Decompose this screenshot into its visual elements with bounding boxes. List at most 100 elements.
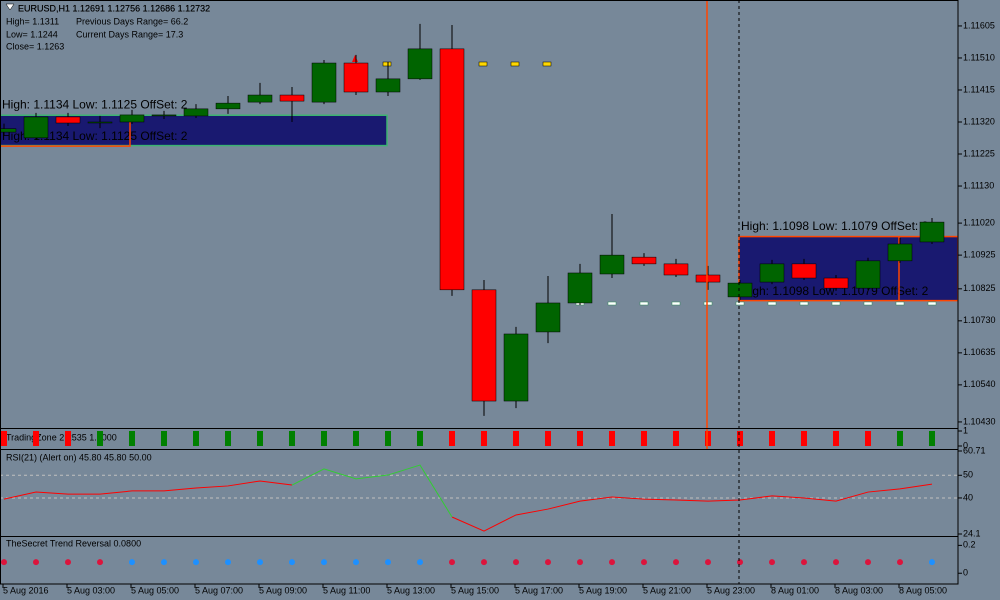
x-tick-label: 5 Aug 09:00	[259, 585, 307, 595]
dot	[897, 559, 903, 566]
y-tick-label: 60.71	[963, 445, 986, 455]
bar	[897, 431, 903, 446]
y-tick-label: 1.10635	[963, 347, 996, 357]
dot	[641, 559, 647, 566]
bar	[353, 431, 359, 446]
candle-body	[663, 263, 689, 276]
x-tick-label: 5 Aug 2016	[3, 585, 49, 595]
symbol-icon	[5, 3, 15, 11]
candle-body	[0, 128, 17, 133]
signal-marker	[639, 301, 649, 306]
signal-marker	[478, 61, 488, 67]
candle-body	[759, 263, 785, 283]
x-tick-label: 5 Aug 23:00	[707, 585, 755, 595]
candle-body	[855, 260, 881, 289]
dot	[609, 559, 615, 566]
bar	[129, 431, 135, 446]
dot	[801, 559, 807, 566]
bar	[225, 431, 231, 446]
signal-marker	[767, 301, 777, 306]
candle-body	[791, 263, 817, 279]
info-text: Low= 1.1244	[6, 29, 58, 39]
bar	[833, 431, 839, 446]
dot	[929, 559, 935, 566]
zone-label: High: 1.1134 Low: 1.1125 OffSet: 2	[2, 129, 188, 143]
candle-body	[631, 256, 657, 265]
y-tick-label: 1.10540	[963, 379, 996, 389]
panel-title: TheSecret Trend Reversal 0.0800	[6, 538, 141, 548]
signal-marker	[895, 301, 905, 306]
candle-body	[887, 243, 913, 262]
dot	[577, 559, 583, 566]
candle-body	[695, 274, 721, 283]
dot	[65, 559, 71, 566]
dot	[321, 559, 327, 566]
bar	[449, 431, 455, 446]
x-tick-label: 5 Aug 03:00	[67, 585, 115, 595]
bar	[417, 431, 423, 446]
candle-body	[535, 302, 561, 333]
y-tick-label: 1.10925	[963, 249, 996, 259]
zone-edge	[0, 115, 131, 147]
plot-area: EURUSD,H1 1.12691 1.12756 1.12686 1.1273…	[0, 3, 958, 566]
bar	[641, 431, 647, 446]
signal-marker	[703, 301, 713, 306]
bar	[289, 431, 295, 446]
panel-title: TradingZone 2.2535 1.0000	[6, 432, 117, 442]
x-tick-label: 8 Aug 01:00	[771, 585, 819, 595]
signal-marker	[831, 301, 841, 306]
bar	[865, 431, 871, 446]
dot	[513, 559, 519, 566]
x-tick-label: 8 Aug 05:00	[899, 585, 947, 595]
signal-marker	[735, 301, 745, 306]
panel-title: RSI(21) (Alert on) 45.80 45.80 50.00	[6, 452, 152, 462]
panel-borders	[0, 0, 959, 585]
y-tick-label: 1.11415	[963, 84, 995, 94]
candle-body	[727, 282, 753, 298]
signal-marker	[799, 301, 809, 306]
y-tick-label: 1.11320	[963, 116, 995, 126]
dot	[673, 559, 679, 566]
y-tick-label: 1.10730	[963, 315, 996, 325]
candle-body	[567, 272, 593, 304]
dot	[129, 559, 135, 566]
zone-label: High: 1.1098 Low: 1.1079 OffSet: 2	[741, 219, 929, 233]
dot	[481, 559, 487, 566]
dot	[545, 559, 551, 566]
bar	[1, 431, 7, 446]
bar	[321, 431, 327, 446]
y-tick-label: 1.11225	[963, 148, 995, 158]
candle-body	[503, 333, 529, 402]
bar	[65, 431, 71, 446]
y-tick-label: 0	[963, 440, 968, 450]
bar	[929, 431, 935, 446]
candle-body	[375, 78, 401, 93]
x-tick-label: 5 Aug 13:00	[387, 585, 435, 595]
bar	[705, 431, 711, 446]
y-tick-label: 50	[963, 470, 973, 480]
axes: 1.11605 1.11510 1.11415 1.11320 1.11225 1.111…	[2, 20, 996, 595]
signal-marker	[382, 61, 392, 67]
candle-body	[407, 48, 433, 80]
y-tick-label: 1.10430	[963, 416, 996, 426]
dot	[353, 559, 359, 566]
dot	[193, 559, 199, 566]
info-text: High= 1.1311	[6, 16, 59, 26]
dot	[289, 559, 295, 566]
signal-marker	[542, 61, 552, 67]
y-tick-label: 1.11020	[963, 217, 995, 227]
bar	[481, 431, 487, 446]
dot	[97, 559, 103, 566]
dot	[257, 559, 263, 566]
dot	[1, 559, 7, 566]
y-tick-label: 1.11605	[963, 20, 995, 30]
dot	[737, 559, 743, 566]
bar	[385, 431, 391, 446]
y-tick-label: 24.1	[963, 528, 981, 538]
y-tick-label: 1	[963, 425, 968, 435]
x-tick-label: 5 Aug 11:00	[323, 585, 370, 595]
x-tick-label: 5 Aug 15:00	[451, 585, 499, 595]
candle-body	[215, 102, 241, 110]
